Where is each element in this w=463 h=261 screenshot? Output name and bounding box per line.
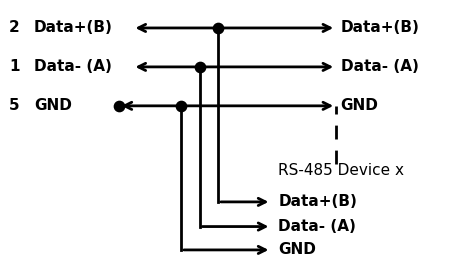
Text: 5: 5	[9, 98, 19, 113]
Text: Data+(B): Data+(B)	[34, 20, 113, 35]
Point	[195, 65, 203, 69]
Text: 2: 2	[9, 20, 20, 35]
Point	[214, 26, 221, 30]
Text: Data- (A): Data- (A)	[278, 219, 356, 234]
Point	[177, 104, 184, 108]
Text: GND: GND	[278, 242, 315, 257]
Text: Data- (A): Data- (A)	[340, 60, 418, 74]
Text: Data- (A): Data- (A)	[34, 60, 112, 74]
Text: Data+(B): Data+(B)	[278, 194, 357, 209]
Text: GND: GND	[340, 98, 378, 113]
Text: RS-485 Device x: RS-485 Device x	[278, 163, 403, 178]
Text: Data+(B): Data+(B)	[340, 20, 419, 35]
Text: GND: GND	[34, 98, 72, 113]
Text: 1: 1	[9, 60, 19, 74]
Point	[115, 104, 122, 108]
